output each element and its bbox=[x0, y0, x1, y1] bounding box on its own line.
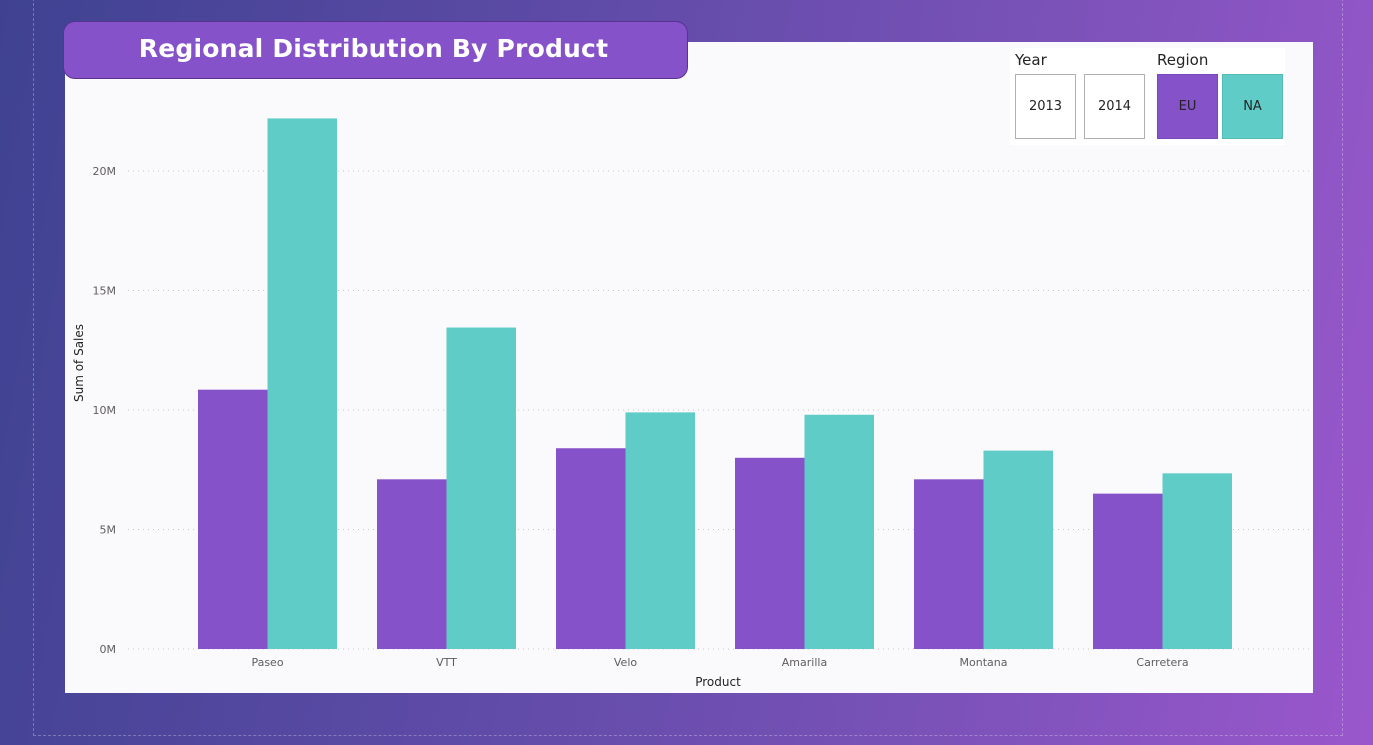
y-tick-label: 20M bbox=[93, 165, 117, 178]
x-tick-label: Paseo bbox=[251, 656, 283, 669]
year-slicer-label: Year bbox=[1015, 51, 1047, 69]
x-tick-label: VTT bbox=[436, 656, 457, 669]
bar-na-vtt bbox=[446, 327, 516, 649]
year-chip-2013[interactable]: 2013 bbox=[1015, 74, 1076, 139]
x-tick-label: Carretera bbox=[1136, 656, 1188, 669]
region-chip-na[interactable]: NA bbox=[1222, 74, 1283, 139]
x-tick-label: Velo bbox=[614, 656, 637, 669]
report-title: Regional Distribution By Product bbox=[138, 33, 609, 63]
bar-na-montana bbox=[983, 450, 1053, 649]
bar-eu-montana bbox=[914, 479, 984, 649]
y-tick-label: 0M bbox=[100, 643, 117, 656]
bar-eu-paseo bbox=[198, 389, 268, 649]
bar-na-carretera bbox=[1162, 473, 1232, 649]
y-axis-title: Sum of Sales bbox=[72, 324, 86, 402]
x-axis-title: Product bbox=[695, 675, 741, 689]
y-tick-label: 10M bbox=[93, 404, 117, 417]
region-chip-eu[interactable]: EU bbox=[1157, 74, 1218, 139]
y-tick-label: 5M bbox=[100, 524, 117, 537]
report-frame bbox=[33, 0, 1343, 736]
x-tick-label: Amarilla bbox=[782, 656, 827, 669]
bar-eu-carretera bbox=[1093, 493, 1163, 649]
bar-eu-velo bbox=[556, 448, 626, 649]
year-chip-2014[interactable]: 2014 bbox=[1084, 74, 1145, 139]
report-title-banner: Regional Distribution By Product bbox=[63, 21, 688, 79]
bar-na-velo bbox=[625, 412, 695, 649]
y-tick-label: 15M bbox=[93, 285, 117, 298]
bar-eu-vtt bbox=[377, 479, 447, 649]
bar-na-amarilla bbox=[804, 414, 874, 649]
region-slicer-label: Region bbox=[1157, 51, 1209, 69]
x-tick-label: Montana bbox=[960, 656, 1008, 669]
bar-eu-amarilla bbox=[735, 457, 805, 649]
bar-na-paseo bbox=[267, 118, 337, 650]
